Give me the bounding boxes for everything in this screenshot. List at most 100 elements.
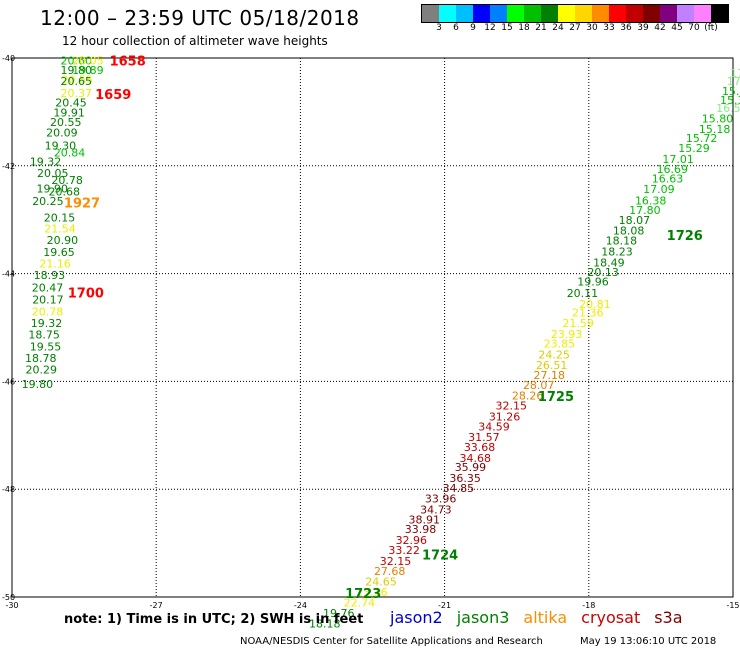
swh-value-label: 26.51 (536, 359, 568, 372)
swh-value-label: 21.36 (572, 306, 604, 319)
pass-time-label: 1725 (538, 390, 574, 405)
legend-swatch (626, 5, 643, 22)
legend-swatch (558, 5, 575, 22)
swh-value-label: 20.60 (61, 55, 93, 68)
y-tick-label: -50 (2, 593, 15, 602)
swh-value-label: 20.90 (47, 234, 79, 247)
x-tick-label: -18 (582, 601, 595, 610)
swh-value-label: 21.16 (39, 257, 70, 270)
swh-value-label: 19.65 (43, 246, 75, 259)
mission-cryosat: cryosat (581, 608, 641, 627)
legend-swatch (592, 5, 609, 22)
x-tick-label: -24 (294, 601, 307, 610)
legend-swatch (711, 5, 728, 22)
legend-swatch (575, 5, 592, 22)
swh-value-label: 17.09 (643, 183, 675, 196)
chart-subtitle: 12 hour collection of altimeter wave hei… (62, 34, 328, 48)
pass-time-label: 1726 (667, 229, 703, 244)
legend-label: 18 (518, 23, 530, 33)
x-tick-label: -15 (726, 601, 739, 610)
legend-swatch (490, 5, 507, 22)
swh-value-label: 27.18 (534, 369, 566, 382)
swh-value-label: 15.18 (699, 123, 731, 136)
swh-value-label: 17.88 (727, 75, 740, 88)
swh-value-label: 31.57 (468, 431, 500, 444)
swh-value-label: 17.01 (662, 153, 694, 166)
swh-value-label: 20.55 (62, 74, 94, 87)
swh-value-label: 20.45 (55, 97, 86, 110)
swh-value-label: 20.11 (567, 287, 599, 300)
y-tick-label: -46 (2, 377, 15, 386)
x-tick-label: -30 (5, 601, 18, 610)
swh-value-label: 23.85 (544, 338, 576, 351)
legend-label: 70 (688, 23, 700, 33)
pass-time-label: 1927 (64, 196, 100, 211)
legend-label: 9 (470, 23, 476, 33)
swh-value-label: 16.57 (716, 102, 740, 115)
swh-value-label: 18.75 (28, 329, 60, 342)
y-tick-label: -48 (2, 485, 15, 494)
swh-value-label: 31.26 (489, 410, 520, 423)
swh-value-label: 19.89 (72, 64, 104, 77)
swh-value-label: 32.96 (396, 534, 428, 547)
mission-s3a: s3a (654, 608, 683, 627)
swh-value-label: 34.73 (420, 504, 452, 517)
swh-value-label: 19.91 (53, 106, 85, 119)
legend-label: (ft) (704, 23, 718, 33)
swh-value-label: 19.55 (30, 340, 62, 353)
legend-label: 21 (535, 23, 547, 33)
mission-legend: jason2 jason3 altika cryosat s3a (390, 608, 697, 627)
legend-swatch (439, 5, 456, 22)
swh-value-label: 36.35 (449, 472, 481, 485)
swh-value-label: 20.37 (61, 87, 93, 100)
y-tick-label: -44 (2, 270, 15, 279)
swh-value-label: 20.68 (49, 186, 81, 199)
swh-value-label: 19.90 (37, 182, 69, 195)
swh-value-label: 18.78 (25, 352, 57, 365)
swh-value-label: 19.80 (22, 378, 54, 391)
swh-value-label: 18.08 (613, 224, 645, 237)
swh-value-label: 17.80 (629, 204, 661, 217)
x-tick-label: -21 (438, 601, 451, 610)
legend-swatch (524, 5, 541, 22)
legend-swatch (422, 5, 439, 22)
swh-value-label: 20.47 (32, 282, 64, 295)
swh-value-label: 18.93 (34, 269, 66, 282)
generated-timestamp: May 19 13:06:10 UTC 2018 (580, 636, 717, 647)
swh-value-label: 34.68 (460, 452, 492, 465)
swh-value-label: 20.55 (50, 116, 82, 129)
legend-label: 12 (484, 23, 496, 33)
swh-value-label: 16.69 (657, 163, 689, 176)
swh-value-label: 20.29 (25, 364, 56, 377)
legend-label: 30 (586, 23, 598, 33)
swh-value-label: 20.13 (587, 266, 619, 279)
swh-value-label: 15.32 (720, 94, 740, 107)
swh-value-label: 23.93 (551, 328, 583, 341)
swh-value-label: 16.63 (652, 173, 684, 186)
swh-value-label: 33.96 (425, 492, 457, 505)
swh-value-label: 17.45 (730, 67, 740, 80)
swh-value-label: 15.72 (686, 132, 718, 145)
legend-label: 6 (453, 23, 459, 33)
y-tick-label: -40 (2, 54, 15, 63)
swh-value-label: 33.68 (464, 441, 496, 454)
swh-value-label: 15.29 (678, 142, 710, 155)
color-scale-labels: 3 6 9 12 15 18 21 24 27 30 33 36 39 42 45 70 (ft) (421, 23, 740, 35)
swh-value-label: 20.17 (32, 293, 64, 306)
swh-value-label: 28.26 (512, 389, 543, 402)
x-tick-label: -27 (150, 601, 163, 610)
legend-swatch (507, 5, 524, 22)
legend-swatch (541, 5, 558, 22)
swh-value-label: 23.36 (356, 586, 388, 599)
legend-label: 3 (436, 23, 442, 33)
legend-label: 39 (637, 23, 649, 33)
swh-value-label: 20.81 (579, 298, 611, 311)
swh-value-label: 21.59 (562, 317, 594, 330)
pass-time-label: 1658 (110, 55, 146, 70)
legend-label: 24 (552, 23, 564, 33)
legend-swatch (643, 5, 660, 22)
chart-title: 12:00 – 23:59 UTC 05/18/2018 (40, 6, 360, 30)
swh-value-label: 24.65 (365, 575, 397, 588)
swh-value-label: 19.32 (31, 317, 63, 330)
